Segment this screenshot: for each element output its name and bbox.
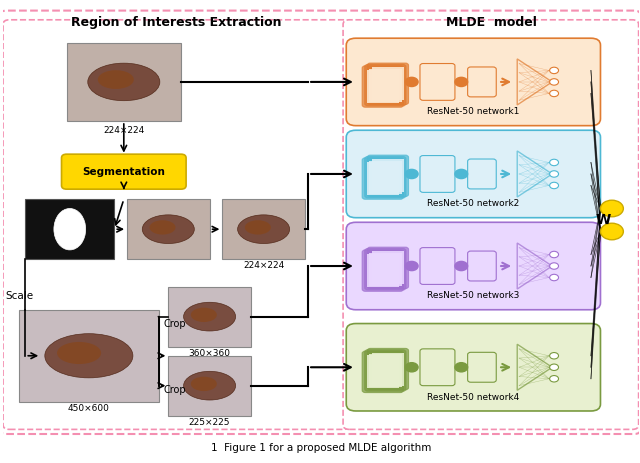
FancyBboxPatch shape (367, 63, 408, 105)
Ellipse shape (191, 377, 217, 391)
Circle shape (550, 67, 559, 74)
FancyBboxPatch shape (468, 67, 496, 97)
FancyBboxPatch shape (362, 158, 403, 199)
FancyBboxPatch shape (468, 251, 496, 281)
Bar (367, 254, 399, 287)
Text: Region of Interests Extraction: Region of Interests Extraction (70, 16, 281, 29)
Text: 1  Figure 1 for a proposed MLDE algorithm: 1 Figure 1 for a proposed MLDE algorithm (211, 443, 431, 453)
Circle shape (405, 262, 418, 270)
Circle shape (405, 363, 418, 372)
FancyBboxPatch shape (3, 20, 349, 429)
FancyBboxPatch shape (365, 156, 406, 198)
Circle shape (455, 363, 468, 372)
Bar (19, 310, 159, 402)
FancyBboxPatch shape (346, 130, 600, 218)
Text: 224×224: 224×224 (103, 125, 145, 135)
Bar (367, 162, 399, 195)
FancyBboxPatch shape (468, 352, 496, 382)
Text: 225×225: 225×225 (189, 418, 230, 427)
Ellipse shape (57, 342, 101, 364)
Ellipse shape (150, 220, 175, 235)
Text: ResNet-50 network4: ResNet-50 network4 (428, 393, 520, 402)
Bar (369, 161, 401, 194)
Text: ResNet-50 network1: ResNet-50 network1 (427, 107, 520, 116)
Circle shape (550, 263, 559, 269)
Circle shape (550, 364, 559, 370)
Circle shape (550, 159, 559, 166)
Bar (168, 287, 251, 347)
FancyBboxPatch shape (367, 155, 408, 196)
Text: 450×600: 450×600 (68, 404, 110, 413)
Ellipse shape (54, 208, 86, 250)
FancyBboxPatch shape (367, 348, 408, 390)
Text: MLDE  model: MLDE model (445, 16, 536, 29)
Bar (168, 356, 251, 416)
Text: ResNet-50 network3: ResNet-50 network3 (427, 291, 520, 300)
FancyBboxPatch shape (346, 222, 600, 310)
Bar (369, 69, 401, 102)
Circle shape (455, 169, 468, 179)
Circle shape (405, 77, 418, 87)
Text: W: W (596, 213, 611, 227)
Bar (367, 355, 399, 388)
FancyBboxPatch shape (420, 63, 455, 100)
FancyBboxPatch shape (346, 324, 600, 411)
FancyBboxPatch shape (0, 11, 640, 434)
FancyBboxPatch shape (61, 154, 186, 189)
FancyBboxPatch shape (420, 248, 455, 284)
Circle shape (600, 200, 623, 217)
Text: Segmentation: Segmentation (83, 167, 165, 177)
Bar (222, 199, 305, 259)
FancyBboxPatch shape (420, 156, 455, 193)
Text: ResNet-50 network2: ResNet-50 network2 (428, 200, 520, 208)
FancyBboxPatch shape (362, 250, 403, 291)
FancyBboxPatch shape (343, 20, 639, 429)
Circle shape (550, 251, 559, 258)
FancyBboxPatch shape (365, 64, 406, 106)
Bar (369, 354, 401, 387)
Bar (367, 70, 399, 103)
Circle shape (550, 90, 559, 97)
Ellipse shape (237, 215, 290, 244)
Bar (372, 352, 404, 386)
Circle shape (405, 169, 418, 179)
Circle shape (550, 171, 559, 177)
Circle shape (550, 182, 559, 189)
Ellipse shape (88, 63, 160, 101)
Bar (127, 199, 210, 259)
FancyBboxPatch shape (420, 349, 455, 386)
Text: 360×360: 360×360 (189, 349, 230, 358)
FancyBboxPatch shape (468, 159, 496, 189)
Text: Crop: Crop (163, 385, 186, 395)
Bar (372, 159, 404, 193)
Ellipse shape (142, 215, 195, 244)
Ellipse shape (184, 302, 236, 331)
FancyBboxPatch shape (362, 351, 403, 393)
Bar (372, 251, 404, 284)
Bar (372, 67, 404, 100)
Circle shape (600, 223, 623, 240)
Circle shape (455, 262, 468, 270)
Text: Crop: Crop (163, 319, 186, 329)
FancyBboxPatch shape (367, 247, 408, 288)
Ellipse shape (191, 308, 217, 322)
FancyBboxPatch shape (362, 66, 403, 107)
Circle shape (550, 375, 559, 382)
Ellipse shape (184, 371, 236, 400)
Bar (26, 199, 115, 259)
Ellipse shape (45, 334, 133, 378)
FancyBboxPatch shape (365, 249, 406, 290)
Text: Scale: Scale (5, 291, 33, 301)
FancyBboxPatch shape (365, 350, 406, 391)
Bar (67, 43, 181, 121)
Circle shape (550, 352, 559, 359)
Ellipse shape (98, 70, 134, 89)
Circle shape (550, 274, 559, 281)
Text: 224×224: 224×224 (243, 262, 284, 270)
Bar (369, 253, 401, 286)
Circle shape (455, 77, 468, 87)
Ellipse shape (245, 220, 271, 235)
FancyBboxPatch shape (346, 38, 600, 125)
Circle shape (550, 79, 559, 85)
